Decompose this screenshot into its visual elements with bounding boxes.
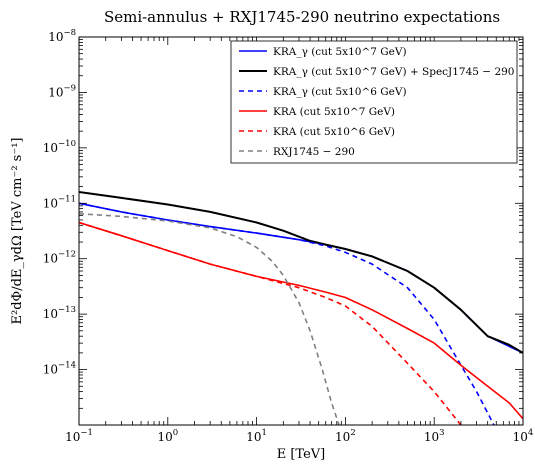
series-lines [79, 191, 523, 425]
y-tick-label: 10−12 [43, 250, 76, 266]
x-tick-label: 10−1 [65, 428, 93, 444]
x-tick-label: 102 [335, 428, 356, 444]
series-line-5 [79, 221, 462, 425]
legend-label-2: KRA_γ (cut 5x10^7 GeV) + SpecJ1745 − 290 [273, 66, 514, 78]
chart-title: Semi-annulus + RXJ1745-290 neutrino expe… [104, 8, 500, 26]
x-tick-label: 100 [157, 428, 178, 444]
series-line-4 [79, 221, 523, 420]
y-tick-label: 10−13 [43, 305, 76, 321]
legend-label-1: KRA_γ (cut 5x10^7 GeV) [273, 46, 407, 58]
x-axis-label: E [TeV] [277, 447, 326, 462]
plot-frame [78, 36, 524, 426]
y-tick-label: 10−9 [48, 83, 76, 99]
legend-label-6: RXJ1745 − 290 [273, 146, 355, 158]
series-line-3 [79, 202, 495, 425]
y-tick-label: 10−10 [43, 139, 76, 155]
y-axis-label: E²dΦ/dE_γdΩ [TeV cm⁻² s⁻¹] [10, 138, 25, 325]
axis-ticks: 10−1 100 101 102 103 104 10−14 10−13 10−12 10−11 1… [43, 28, 534, 444]
plot-area [79, 191, 523, 425]
legend-label-3: KRA_γ (cut 5x10^6 GeV) [273, 86, 407, 98]
y-tick-label: 10−11 [43, 194, 76, 210]
legend-label-4: KRA (cut 5x10^7 GeV) [273, 106, 395, 118]
x-tick-label: 104 [513, 428, 534, 444]
legend-frame [230, 40, 518, 164]
y-tick-label: 10−8 [48, 28, 76, 44]
y-tick-label: 10−14 [43, 361, 76, 377]
x-tick-label: 101 [246, 428, 267, 444]
series-line-1 [79, 202, 523, 354]
x-tick-label: 103 [424, 428, 445, 444]
series-line-6 [79, 212, 340, 425]
series-line-2 [79, 191, 523, 354]
legend: KRA_γ (cut 5x10^7 GeV) KRA_γ (cut 5x10^7 … [230, 40, 518, 164]
legend-label-5: KRA (cut 5x10^6 GeV) [273, 126, 395, 138]
